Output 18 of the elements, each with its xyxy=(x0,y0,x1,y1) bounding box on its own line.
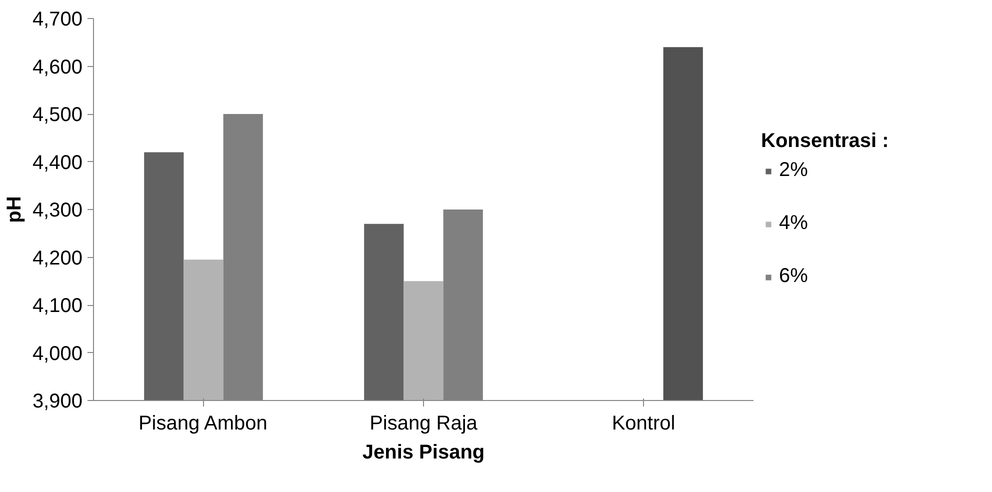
y-tick-label: 4,000 xyxy=(32,342,83,365)
y-tick-label: 3,900 xyxy=(32,390,83,412)
y-tick-label: 4,500 xyxy=(32,104,83,126)
legend-label: 2% xyxy=(779,159,808,182)
y-tick-label: 4,700 xyxy=(32,8,83,30)
y-tick-label: 4,600 xyxy=(32,56,83,78)
y-tick-label: 4,300 xyxy=(32,200,83,222)
legend-label: 6% xyxy=(779,265,808,288)
legend-title: Konsentrasi : xyxy=(761,130,889,153)
x-axis-title: Jenis Pisang xyxy=(362,442,485,464)
x-tick-label: Pisang Raja xyxy=(370,412,478,434)
y-axis-title: pH xyxy=(3,196,26,223)
x-tick-label: Pisang Ambon xyxy=(138,412,268,434)
y-tick-label: 4,200 xyxy=(32,247,83,270)
y-tick-label: 4,400 xyxy=(32,152,83,174)
legend-label: 4% xyxy=(779,212,808,235)
y-tick-label: 4,100 xyxy=(32,295,83,317)
x-tick-label: Kontrol xyxy=(612,412,676,434)
